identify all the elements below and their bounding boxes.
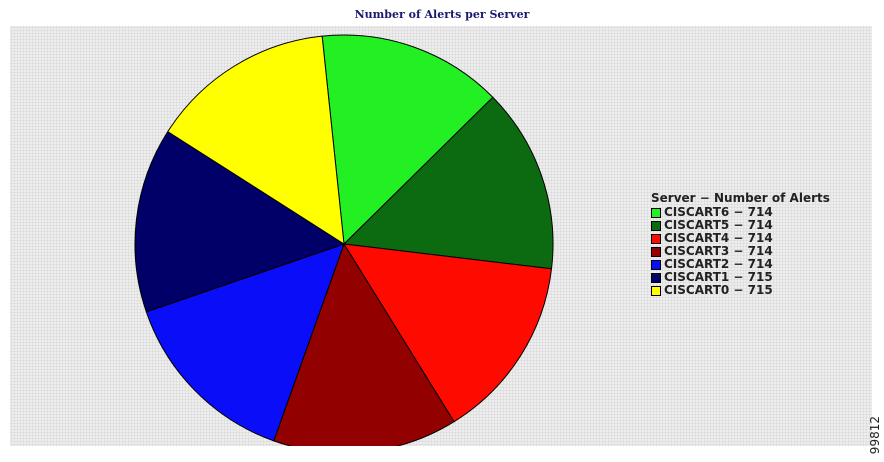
legend-label: CISCART1 − 715 xyxy=(664,270,773,284)
legend-label: CISCART5 − 714 xyxy=(664,218,773,232)
legend-item-ciscart4: CISCART4 − 714 xyxy=(651,232,830,245)
figure-number: 99812 xyxy=(868,415,882,454)
pie-slice-ciscart1 xyxy=(134,130,346,313)
pie-slice-ciscart3 xyxy=(273,242,455,446)
legend-item-ciscart1: CISCART1 − 715 xyxy=(651,271,830,284)
legend-swatch xyxy=(651,207,661,218)
legend-swatch xyxy=(651,285,661,296)
legend-swatch xyxy=(651,259,661,270)
pie-chart xyxy=(134,34,554,446)
legend-label: CISCART6 − 714 xyxy=(664,205,773,219)
legend-item-ciscart5: CISCART5 − 714 xyxy=(651,219,830,232)
pie-slice-ciscart2 xyxy=(145,243,345,442)
legend-item-ciscart6: CISCART6 − 714 xyxy=(651,206,830,219)
pie-slice-ciscart6 xyxy=(321,34,494,246)
legend-swatch xyxy=(651,233,661,244)
legend: Server − Number of Alerts CISCART6 − 714… xyxy=(651,192,830,297)
pie-slice-ciscart0 xyxy=(167,35,345,245)
legend-label: CISCART4 − 714 xyxy=(664,231,773,245)
legend-item-ciscart2: CISCART2 − 714 xyxy=(651,258,830,271)
plot-area: Server − Number of Alerts CISCART6 − 714… xyxy=(10,26,872,446)
legend-swatch xyxy=(651,220,661,231)
chart-title: Number of Alerts per Server xyxy=(354,8,530,21)
legend-label: CISCART3 − 714 xyxy=(664,244,773,258)
legend-label: CISCART2 − 714 xyxy=(664,257,773,271)
legend-item-ciscart0: CISCART0 − 715 xyxy=(651,284,830,297)
legend-title: Server − Number of Alerts xyxy=(651,191,830,205)
pie-slice-ciscart5 xyxy=(342,96,554,270)
pie-slice-ciscart4 xyxy=(343,243,553,423)
legend-label: CISCART0 − 715 xyxy=(664,283,773,297)
legend-item-ciscart3: CISCART3 − 714 xyxy=(651,245,830,258)
legend-swatch xyxy=(651,246,661,257)
legend-swatch xyxy=(651,272,661,283)
